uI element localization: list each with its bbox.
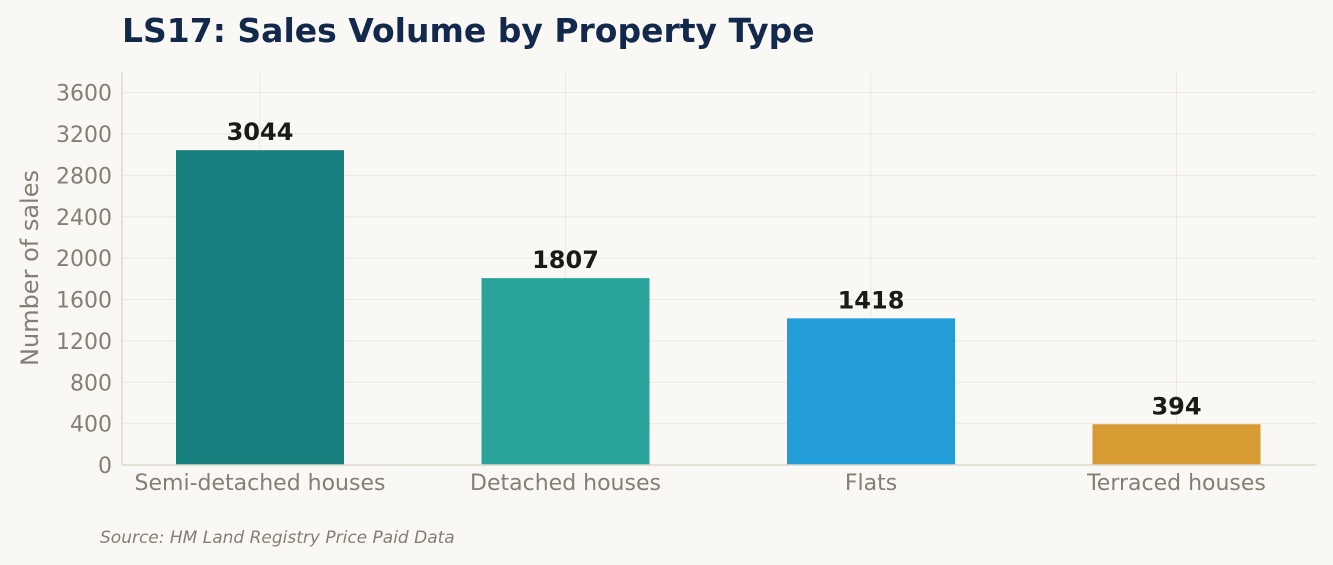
y-tick-label: 3600 bbox=[56, 82, 112, 107]
y-tick-label: 400 bbox=[70, 413, 112, 438]
y-tick-labels: 0 400 800 1200 1600 2000 2400 2800 3200 3600 bbox=[56, 82, 112, 479]
y-tick-label: 1200 bbox=[56, 330, 112, 355]
bar bbox=[1092, 424, 1261, 465]
bar-value-label: 1807 bbox=[532, 246, 599, 274]
data-labels: 3044 1807 1418 394 bbox=[227, 118, 1202, 420]
x-tick-label: Semi-detached houses bbox=[135, 471, 386, 496]
source-note: Source: HM Land Registry Price Paid Data bbox=[100, 528, 455, 548]
bar-value-label: 1418 bbox=[838, 286, 905, 314]
x-tick-label: Detached houses bbox=[470, 471, 661, 496]
y-axis-label: Number of sales bbox=[16, 170, 44, 366]
y-tick-label: 1600 bbox=[56, 289, 112, 314]
bar bbox=[787, 318, 955, 465]
y-tick-label: 2000 bbox=[56, 247, 112, 272]
y-tick-label: 800 bbox=[70, 371, 112, 396]
bar bbox=[176, 150, 344, 465]
x-tick-labels: Semi-detached houses Detached houses Flats… bbox=[135, 471, 1266, 496]
bar bbox=[481, 278, 650, 465]
y-tick-label: 2400 bbox=[56, 206, 112, 231]
x-tick-label: Flats bbox=[845, 471, 897, 496]
axes bbox=[121, 72, 1316, 466]
y-tick-label: 2800 bbox=[56, 164, 112, 189]
chart-title: LS17: Sales Volume by Property Type bbox=[122, 11, 815, 50]
y-tick-label: 0 bbox=[98, 454, 112, 479]
bar-value-label: 394 bbox=[1151, 392, 1201, 420]
bar-value-label: 3044 bbox=[227, 118, 294, 146]
bars bbox=[176, 150, 1261, 465]
x-tick-label: Terraced houses bbox=[1086, 471, 1266, 496]
y-tick-label: 3200 bbox=[56, 123, 112, 148]
